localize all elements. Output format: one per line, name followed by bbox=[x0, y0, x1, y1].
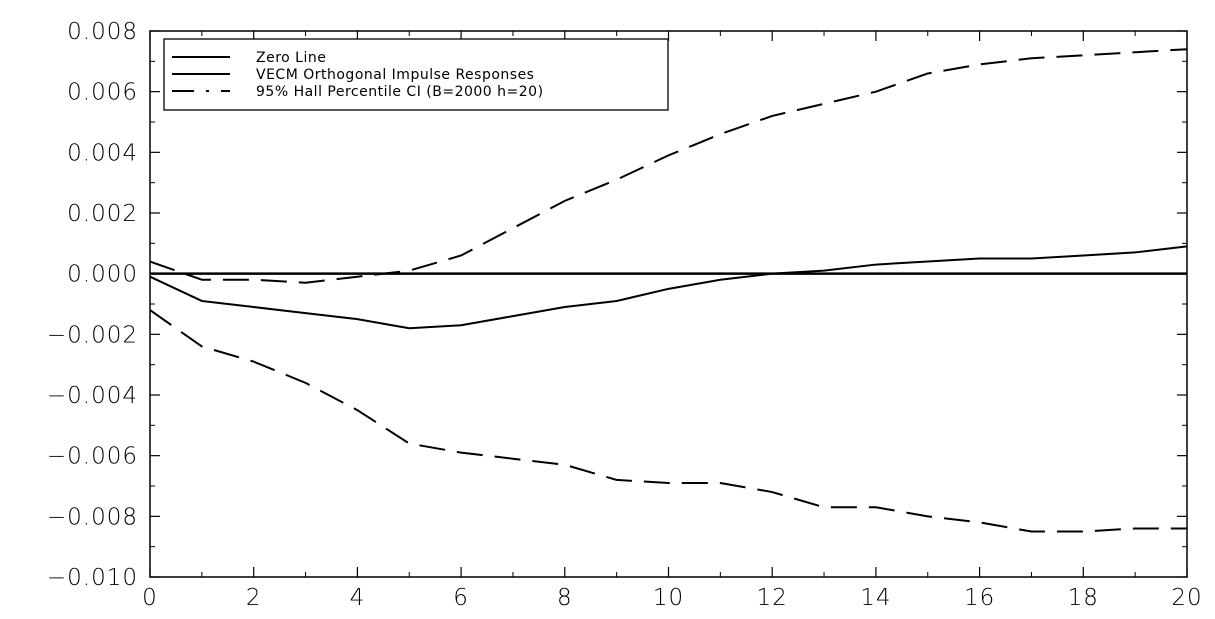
series-lines bbox=[149, 48, 1188, 533]
x-tick-label: 14 bbox=[860, 585, 891, 611]
legend-box bbox=[163, 38, 669, 111]
x-tick-label: 10 bbox=[653, 585, 684, 611]
x-tick-label: 2 bbox=[246, 585, 262, 611]
y-tick-label: 0.008 bbox=[67, 19, 138, 45]
x-axis-tick-labels: 0 2 4 6 8 10 12 14 16 18 20 bbox=[142, 585, 1202, 611]
x-tick-label: 6 bbox=[453, 585, 469, 611]
plot-frame bbox=[149, 30, 1188, 578]
y-tick-label: −0.004 bbox=[47, 383, 138, 409]
legend-label: Zero Line bbox=[256, 50, 326, 66]
legend-label: 95% Hall Percentile CI (B=2000 h=20) bbox=[256, 84, 544, 100]
x-tick-label: 16 bbox=[964, 585, 995, 611]
y-axis-tick-labels: 0.008 0.006 0.004 0.002 0.000 −0.002 −0.004 −0.… bbox=[47, 19, 138, 591]
x-tick-label: 18 bbox=[1068, 585, 1099, 611]
y-tick-label: −0.010 bbox=[47, 565, 138, 591]
series-line-impulse-response bbox=[149, 245, 1188, 330]
y-tick-label: 0.000 bbox=[67, 262, 138, 288]
legend-label: VECM Orthogonal Impulse Responses bbox=[256, 67, 534, 83]
y-tick-label: −0.002 bbox=[47, 322, 138, 348]
y-tick-label: −0.006 bbox=[47, 444, 138, 470]
x-tick-label: 0 bbox=[142, 585, 158, 611]
x-tick-label: 8 bbox=[557, 585, 573, 611]
y-tick-label: −0.008 bbox=[47, 504, 138, 530]
x-tick-label: 12 bbox=[757, 585, 788, 611]
y-tick-label: 0.004 bbox=[67, 140, 138, 166]
x-tick-label: 20 bbox=[1171, 585, 1202, 611]
x-tick-label: 4 bbox=[350, 585, 366, 611]
tick-marks bbox=[149, 30, 1188, 578]
y-tick-label: 0.006 bbox=[67, 80, 138, 106]
series-line-ci-upper bbox=[149, 48, 1188, 284]
y-tick-label: 0.002 bbox=[67, 201, 138, 227]
series-line-ci-lower bbox=[149, 309, 1187, 533]
